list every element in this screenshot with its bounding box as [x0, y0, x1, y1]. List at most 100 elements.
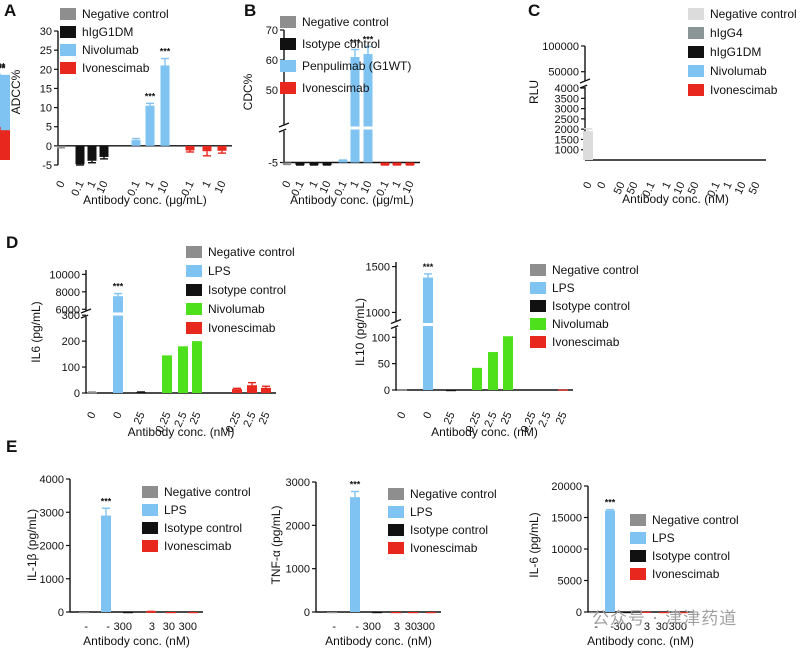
x-tick-label: 50 — [686, 180, 702, 196]
bar — [188, 612, 198, 614]
y-tick-label: 0 — [576, 607, 582, 619]
significance-mark: *** — [101, 496, 112, 506]
y-tick-label: 1000 — [40, 574, 64, 586]
panel-label: B — [244, 1, 256, 20]
legend-label: Nivolumab — [552, 317, 609, 331]
significance-mark: *** — [0, 63, 6, 73]
x-tick-label: 10 — [401, 179, 417, 195]
y-tick-label: 200 — [62, 336, 80, 348]
x-tick-label: 10 — [359, 179, 375, 195]
y-tick-label: 20 — [40, 64, 52, 76]
x-tick-label: 0.1 — [374, 179, 391, 198]
x-tick-label: 0 — [280, 179, 293, 190]
legend-label: LPS — [410, 505, 433, 519]
bar-break-gap — [88, 312, 278, 316]
y-axis-label: RLU — [527, 80, 541, 104]
panel-label: E — [6, 437, 17, 456]
legend-label: Ivonescimab — [208, 321, 276, 335]
x-tick-label: - — [594, 621, 598, 633]
x-tick-label: 0.1 — [705, 180, 722, 199]
legend-label: Negative control — [710, 7, 797, 21]
bar — [426, 612, 436, 614]
legend-swatch — [688, 46, 704, 58]
x-tick-label: 10 — [318, 179, 334, 195]
bar — [558, 389, 568, 391]
x-tick-label: 1 — [660, 180, 673, 191]
x-tick-label: 25 — [499, 410, 515, 426]
y-tick-label: 100000 — [542, 41, 579, 53]
legend-label: hIgG4 — [710, 26, 743, 40]
bar — [309, 162, 319, 165]
significance-mark: *** — [0, 62, 6, 72]
bar — [113, 296, 123, 393]
bar-break-gap — [286, 126, 422, 130]
y-tick-label: 3000 — [555, 104, 579, 116]
y-tick-label: 0 — [304, 607, 310, 619]
significance-mark: *** — [0, 63, 6, 73]
y-tick-label: 0 — [46, 141, 52, 153]
y-tick-label: 0 — [384, 385, 390, 397]
y-tick-label: 2000 — [286, 520, 310, 532]
bar — [363, 54, 373, 163]
y-tick-label: -5 — [268, 158, 278, 170]
bar — [0, 76, 10, 160]
bar — [583, 131, 593, 160]
significance-mark: *** — [363, 35, 374, 45]
bar — [503, 336, 513, 390]
y-tick-label: 3000 — [286, 477, 310, 489]
bar — [338, 160, 348, 163]
y-tick-label: 1000 — [366, 307, 390, 319]
legend-swatch — [186, 284, 202, 296]
y-axis-label: IL10 (pg/mL) — [353, 298, 367, 366]
legend-label: Isotype control — [410, 523, 488, 537]
bar — [232, 389, 242, 393]
chart-c: C100015002000250030003500400050000100000… — [0, 1, 797, 206]
legend-swatch — [142, 504, 158, 516]
bar — [372, 612, 382, 614]
y-tick-label: 50 — [378, 359, 390, 371]
legend-label: hIgG1DM — [710, 45, 761, 59]
x-tick-label: 50 — [625, 180, 641, 196]
legend-swatch — [388, 488, 404, 500]
significance-mark: *** — [113, 282, 124, 292]
y-tick-label: 20000 — [551, 481, 582, 493]
y-tick-label: 2000 — [40, 541, 64, 553]
x-tick-label: 1 — [85, 179, 98, 190]
significance-mark: *** — [605, 498, 616, 508]
bar — [247, 385, 257, 393]
x-tick-label: 300 — [417, 621, 435, 633]
legend-swatch — [530, 264, 546, 276]
y-tick-label: 70 — [266, 25, 278, 37]
y-axis-label: IL-6 (pg/mL) — [527, 512, 541, 577]
x-tick-label: 300 — [669, 621, 687, 633]
bar — [178, 346, 188, 393]
bar — [488, 352, 498, 390]
legend-label: Nivolumab — [82, 43, 139, 57]
x-tick-label: 1 — [143, 179, 156, 190]
legend-label: Negative control — [652, 513, 739, 527]
legend-swatch — [280, 82, 296, 94]
legend-swatch — [186, 265, 202, 277]
legend-swatch — [530, 282, 546, 294]
x-tick-label: 2.5 — [241, 410, 258, 429]
x-tick-label: 300 — [179, 621, 197, 633]
legend-label: Isotype control — [208, 283, 286, 297]
y-tick-label: 100 — [372, 332, 390, 344]
bar — [162, 355, 172, 393]
legend-swatch — [142, 486, 158, 498]
x-tick-label: - — [610, 621, 614, 633]
legend-label: Negative control — [552, 263, 639, 277]
watermark: 公众号 · 津津药道 — [592, 609, 738, 629]
bar-break-gap — [587, 82, 768, 86]
legend-label: Negative control — [82, 7, 169, 21]
axis-break-mark — [80, 308, 92, 314]
axis-break-mark — [278, 122, 290, 128]
legend-label: LPS — [208, 264, 231, 278]
bar — [472, 367, 482, 390]
x-tick-label: 0 — [395, 410, 408, 421]
y-tick-label: 60 — [266, 55, 278, 67]
bar — [408, 612, 418, 614]
bar — [392, 162, 402, 165]
legend-swatch — [688, 65, 704, 77]
